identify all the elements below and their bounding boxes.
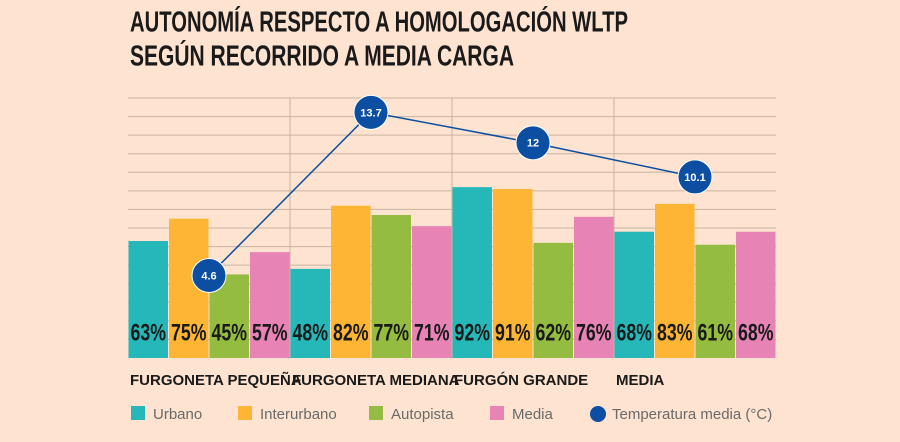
bar [452,187,492,358]
bar [574,216,614,358]
value-label: 91% [495,319,531,346]
bar [736,231,776,358]
bar [533,242,573,358]
value-label: 57% [252,319,288,346]
bar [614,231,654,358]
bar [493,189,533,358]
bar [695,244,735,358]
bar [412,226,452,358]
x-tick-label: MEDIA [616,372,665,389]
value-label: 77% [374,319,410,346]
value-label: 48% [293,319,329,346]
x-tick-label: FURGONETA MEDIANA [292,372,460,389]
value-label: 61% [698,319,734,346]
bar [371,215,411,358]
legend-label: Interurbano [260,406,337,423]
point-label: 4.6 [201,270,216,282]
point [677,159,713,195]
value-label: 68% [617,319,653,346]
line [208,111,696,277]
value-label: 76% [576,319,612,346]
point-label: 12 [527,138,539,150]
point [353,94,389,130]
value-label: 68% [738,319,774,346]
legend-marker [369,406,383,420]
chart-title: SEGÚN RECORRIDO A MEDIA CARGA [130,39,514,73]
legend-label: Media [512,406,554,423]
point [515,125,551,161]
bar [290,268,330,358]
value-label: 75% [171,319,207,346]
x-tick-label: FURGONETA PEQUEÑA [130,371,302,389]
value-label: 62% [536,319,572,346]
legend-label: Urbano [153,406,202,423]
value-label: 71% [414,319,450,346]
x-tick-label: FURGÓN GRANDE [454,371,588,389]
value-label: 92% [455,319,491,346]
point-label: 13.7 [360,107,381,119]
bar [250,252,290,358]
legend-marker [490,406,504,420]
point [191,258,227,294]
legend-marker [590,406,606,422]
point-label: 10.1 [684,172,705,184]
legend-marker [238,406,252,420]
legend-marker [131,406,145,420]
value-label: 45% [212,319,248,346]
legend-label: Temperatura media (°C) [612,406,772,423]
chart-title: AUTONOMÍA RESPECTO A HOMOLOGACIÓN WLTP [130,5,628,39]
value-label: 63% [131,319,167,346]
bar [128,241,168,358]
bar [655,203,695,358]
value-label: 83% [657,319,693,346]
value-label: 82% [333,319,369,346]
bar [331,205,371,358]
legend-label: Autopista [391,406,454,423]
